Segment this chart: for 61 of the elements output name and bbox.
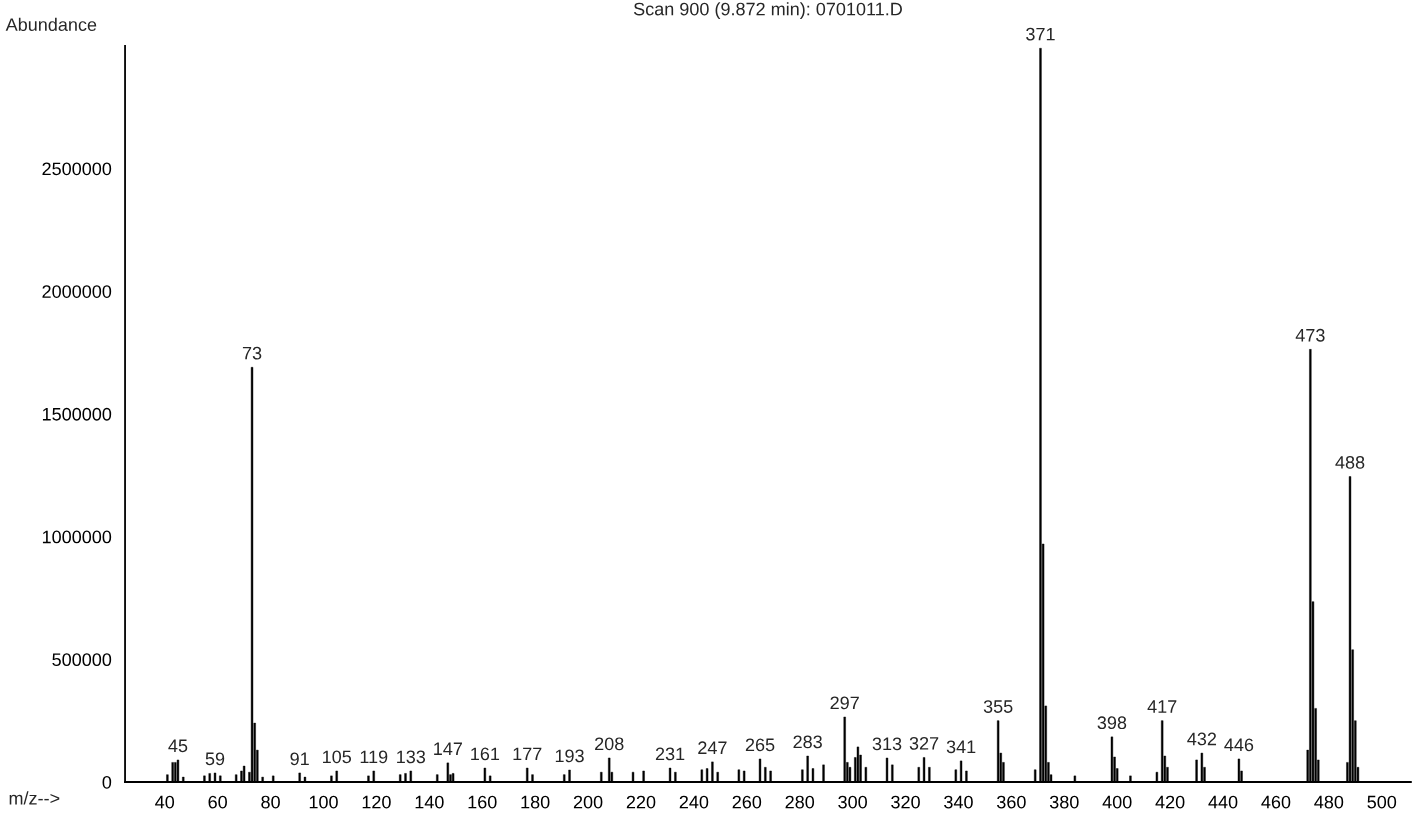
x-tick-label: 100 (309, 795, 338, 809)
annotation: 247 (698, 741, 727, 754)
annotation: 371 (1026, 27, 1055, 41)
annotation: 355 (983, 700, 1013, 713)
x-tick-label: 360 (997, 795, 1026, 809)
y-tick-label: 2500000 (42, 162, 112, 176)
annotation: 283 (793, 735, 822, 749)
y-tick-label: 0 (102, 775, 112, 789)
x-tick-label: 300 (838, 795, 867, 809)
annotation: 297 (830, 696, 859, 710)
x-tick-label: 440 (1208, 795, 1238, 809)
x-tick-label: 140 (415, 795, 444, 809)
x-axis-title: m/z--> (9, 791, 60, 805)
annotation: 327 (909, 736, 939, 750)
x-tick-label: 60 (208, 795, 227, 809)
x-tick-label: 180 (521, 795, 550, 809)
annotation: 341 (946, 740, 976, 754)
annotation: 208 (595, 737, 624, 751)
annotation: 91 (290, 752, 309, 766)
annotation: 45 (168, 739, 188, 753)
annotation: 177 (513, 747, 542, 761)
annotation: 313 (872, 737, 902, 751)
annotation: 193 (555, 749, 584, 763)
annotation: 105 (323, 750, 352, 764)
y-tick-label: 1000000 (42, 530, 112, 544)
x-tick-label: 420 (1155, 795, 1185, 809)
annotation: 231 (655, 747, 685, 761)
x-tick-label: 460 (1261, 795, 1291, 809)
annotation: 417 (1147, 700, 1177, 713)
annotation: 432 (1187, 732, 1217, 746)
annotation: 59 (205, 752, 225, 766)
annotation: 488 (1335, 455, 1365, 469)
x-tick-label: 80 (261, 795, 280, 809)
x-tick-label: 500 (1367, 795, 1397, 809)
y-axis-title: Abundance (5, 17, 97, 32)
y-tick-label: 500000 (52, 653, 112, 667)
y-tick-label: 1500000 (42, 407, 112, 421)
x-tick-label: 380 (1049, 795, 1079, 809)
x-tick-label: 220 (626, 795, 656, 809)
annotation: 161 (471, 747, 500, 761)
annotation: 398 (1097, 716, 1127, 730)
x-tick-label: 160 (468, 795, 497, 809)
annotation: 119 (360, 750, 388, 764)
annotation: 73 (242, 346, 262, 360)
x-tick-label: 340 (944, 795, 973, 809)
annotation: 446 (1224, 738, 1254, 752)
x-tick-label: 40 (155, 795, 175, 809)
y-tick-label: 2000000 (42, 285, 112, 298)
x-tick-label: 400 (1102, 795, 1132, 809)
annotation: 265 (745, 738, 775, 752)
x-tick-label: 280 (785, 795, 815, 809)
x-tick-label: 120 (362, 795, 391, 809)
x-tick-label: 480 (1314, 795, 1344, 809)
x-tick-label: 200 (573, 795, 603, 809)
x-tick-label: 260 (732, 795, 762, 809)
x-tick-label: 320 (891, 795, 920, 809)
annotation: 133 (397, 750, 426, 764)
annotation: 147 (434, 742, 462, 755)
x-tick-label: 240 (679, 795, 709, 809)
chart-title: Scan 900 (9.872 min): 0701011.D (633, 2, 902, 19)
annotation: 473 (1295, 328, 1325, 342)
